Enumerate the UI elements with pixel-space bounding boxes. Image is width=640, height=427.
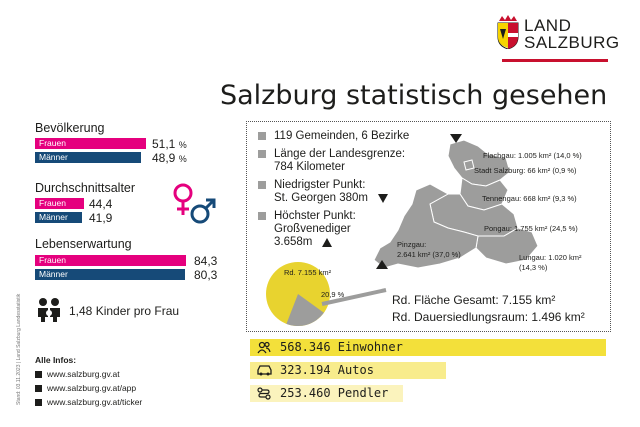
people-icon (257, 341, 271, 354)
page-title: Salzburg statistisch gesehen (220, 80, 608, 111)
commuters-bar: 253.460 Pendler (250, 385, 403, 402)
population-men-bar: Männer (35, 152, 141, 163)
label-flachgau: Flachgau: 1.005 km² (14,0 %) (483, 151, 582, 160)
fact-border-value: 784 Kilometer (274, 161, 345, 173)
life-expectancy-men-bar: Männer (35, 269, 185, 280)
logo-line-2: SALZBURG (524, 33, 620, 52)
life-expectancy-men-value: 80,3 (194, 268, 218, 282)
area-pie-chart (266, 262, 387, 327)
logo-line-1: LAND (524, 16, 572, 35)
fact-lowest-label: Niedrigster Punkt: (274, 179, 366, 191)
bullet-icon (258, 150, 266, 158)
info-heading: Alle Infos: (35, 355, 77, 365)
label-tennengau: Tennengau: 668 km² (9,3 %) (482, 194, 577, 203)
label-pinzgau: Pinzgau: (397, 240, 427, 249)
stadt-salzburg-region (463, 159, 475, 171)
average-age-women-bar: Frauen (35, 198, 84, 209)
fact-lowest-value: St. Georgen 380m (274, 192, 368, 204)
pie-total-label: Rd. 7.155 km² (284, 268, 332, 277)
average-age-heading: Durchschnittsalter (35, 181, 136, 195)
coat-of-arms-icon (497, 15, 519, 49)
triangle-up-icon (376, 260, 388, 269)
facts-box (246, 121, 611, 332)
pie-settlement-slice (286, 294, 324, 327)
gender-icon (173, 183, 216, 224)
lungau-region (475, 227, 539, 265)
bullet-icon (258, 212, 266, 220)
logo-underline (502, 59, 608, 62)
children-per-woman: 1,48 Kinder pro Frau (69, 304, 180, 318)
population-heading: Bevölkerung (35, 121, 105, 135)
pinzgau-region (373, 183, 479, 269)
bullet-icon (35, 371, 42, 378)
area-settlement: Rd. Dauersiedlungsraum: 1.496 km² (392, 310, 585, 324)
population-women-value: 51,1 % (152, 137, 187, 151)
inhabitants-bar: 568.346 Einwohner (250, 339, 606, 356)
triangle-down-icon (378, 194, 388, 203)
average-age-men-bar: Männer (35, 212, 82, 223)
life-expectancy-women-bar: Frauen (35, 255, 186, 266)
label-lungau-share: (14,3 %) (519, 263, 548, 272)
life-expectancy-heading: Lebenserwartung (35, 237, 132, 251)
female-icon (173, 183, 193, 215)
bullet-icon (258, 181, 266, 189)
average-age-women-value: 44,4 (89, 197, 113, 211)
bullet-icon (35, 399, 42, 406)
family-icon (38, 298, 60, 322)
flachgau-region (447, 139, 511, 187)
pie-slice-label: 20,9 % (321, 290, 345, 299)
area-total: Rd. Fläche Gesamt: 7.155 km² (392, 293, 556, 307)
life-expectancy-women-value: 84,3 (194, 254, 218, 268)
fact-highest-value: 3.658m (274, 236, 313, 248)
bullet-icon (35, 385, 42, 392)
bullet-icon (258, 132, 266, 140)
label-pongau: Pongau: 1.755 km² (24,5 %) (484, 224, 578, 233)
cars-bar: 323.194 Autos (250, 362, 446, 379)
salzburg-map (373, 134, 539, 269)
car-icon (257, 365, 272, 376)
fact-border-label: Länge der Landesgrenze: (274, 148, 406, 160)
triangle-up-icon (322, 238, 332, 247)
source-note: Stand: 03.11.2023 | Land Salzburg Landes… (16, 293, 22, 405)
logo: LAND SALZBURG (496, 15, 619, 62)
label-lungau: Lungau: 1.020 km² (519, 253, 582, 262)
fact-highest-name: Großvenediger (274, 223, 351, 235)
route-icon (257, 387, 271, 400)
average-age-men-value: 41,9 (89, 211, 113, 225)
fact-highest-label: Höchster Punkt: (274, 210, 356, 222)
label-pinzgau-area: 2.641 km² (37,0 %) (397, 250, 461, 259)
population-women-bar: Frauen (35, 138, 146, 149)
male-icon (190, 198, 216, 224)
fact-municipalities: 119 Gemeinden, 6 Bezirke (274, 130, 410, 142)
label-stadt-salzburg: Stadt Salzburg: 66 km² (0,9 %) (474, 166, 577, 175)
triangle-down-icon (450, 134, 462, 143)
population-men-value: 48,9 % (152, 151, 187, 165)
pie-pointer-line (321, 288, 387, 306)
